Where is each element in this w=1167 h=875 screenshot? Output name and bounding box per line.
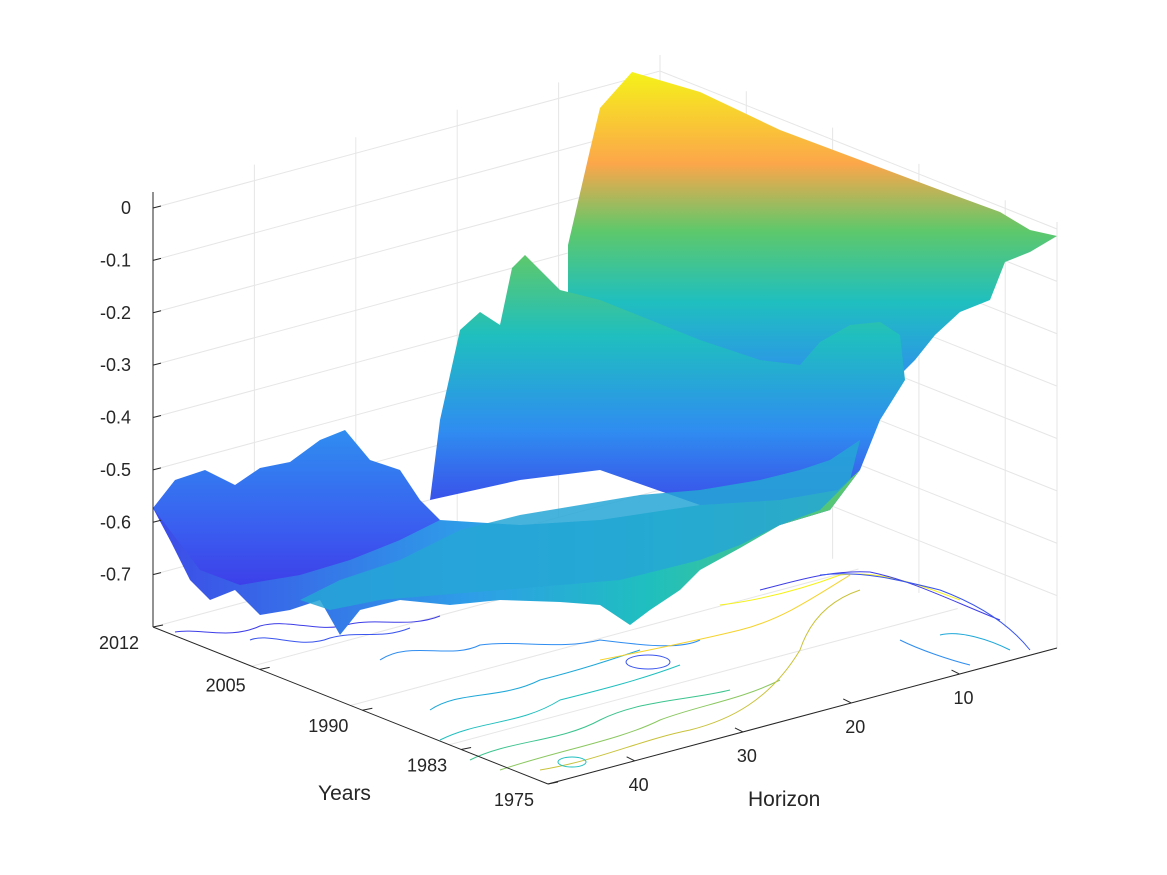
surface-region-ridge — [430, 255, 905, 525]
z-tick-label: -0.2 — [100, 303, 131, 323]
floor-contours — [174, 571, 1031, 771]
x-tick-label: 10 — [954, 688, 974, 708]
x-axis-line — [547, 647, 1058, 785]
z-tick-label: 0 — [121, 198, 131, 218]
contour-line — [379, 639, 701, 661]
z-tick — [152, 205, 162, 209]
grid-line-floor — [449, 608, 958, 746]
x-tick-label: 20 — [845, 717, 865, 737]
surface-region-front-ridge — [300, 440, 860, 610]
z-tick-label: -0.1 — [100, 250, 131, 270]
x-tick — [843, 698, 852, 704]
grid-line-floor — [350, 568, 859, 706]
x-tick — [734, 727, 744, 733]
z-tick — [152, 257, 162, 261]
y-tick — [152, 624, 164, 628]
y-tick — [461, 746, 472, 750]
surface-region-low-plateau — [153, 430, 440, 590]
y-tick — [259, 666, 270, 670]
z-tick — [152, 519, 162, 523]
z-tick — [152, 362, 162, 366]
contour-line — [599, 574, 851, 661]
grid-line-horizontal — [152, 70, 1058, 230]
z-tick — [152, 467, 162, 471]
z-tick-label: -0.3 — [100, 355, 131, 375]
y-tick-label: 1990 — [308, 716, 348, 736]
x-tick-label: 30 — [737, 746, 757, 766]
contour-line — [499, 679, 781, 771]
axis-ticks: 0 -0.1 -0.2 -0.3 -0.4 -0.5 -0.6 -0.7 2012 2005 199… — [99, 198, 974, 810]
contour-line — [819, 573, 1031, 651]
y-tick — [362, 707, 373, 711]
z-tick-label: -0.7 — [100, 565, 131, 585]
z-tick-label: -0.5 — [100, 460, 131, 480]
surface-plot — [153, 72, 1057, 635]
contour-line — [899, 639, 971, 666]
contour-line — [539, 589, 861, 771]
x-tick — [626, 756, 635, 762]
contour-line — [469, 689, 731, 761]
x-tick — [951, 669, 960, 675]
y-tick-label: 2005 — [206, 675, 246, 695]
y-axis-line — [152, 626, 549, 785]
y-axis-label: Years — [318, 782, 371, 805]
contour-line — [939, 633, 1011, 651]
z-tick — [152, 310, 162, 314]
axes-lines — [152, 192, 1058, 785]
contour-loop — [625, 654, 671, 670]
contour-line — [719, 573, 961, 606]
contour-line — [249, 627, 411, 643]
z-tick — [152, 572, 162, 576]
z-tick-label: -0.4 — [100, 408, 131, 428]
y-tick — [547, 781, 559, 785]
contour-line — [429, 649, 641, 711]
y-tick-label: 1975 — [494, 790, 534, 810]
x-axis-label: Horizon — [748, 788, 820, 811]
y-tick-label: 1983 — [407, 755, 447, 775]
contour-loop — [557, 756, 587, 768]
x-tick-label: 40 — [629, 775, 649, 795]
y-tick-label: 2012 — [99, 633, 139, 653]
z-tick-label: -0.6 — [100, 512, 131, 532]
z-tick — [152, 415, 162, 418]
contour-line — [174, 615, 441, 634]
contour-line — [439, 664, 681, 741]
contour-line — [759, 571, 1001, 621]
